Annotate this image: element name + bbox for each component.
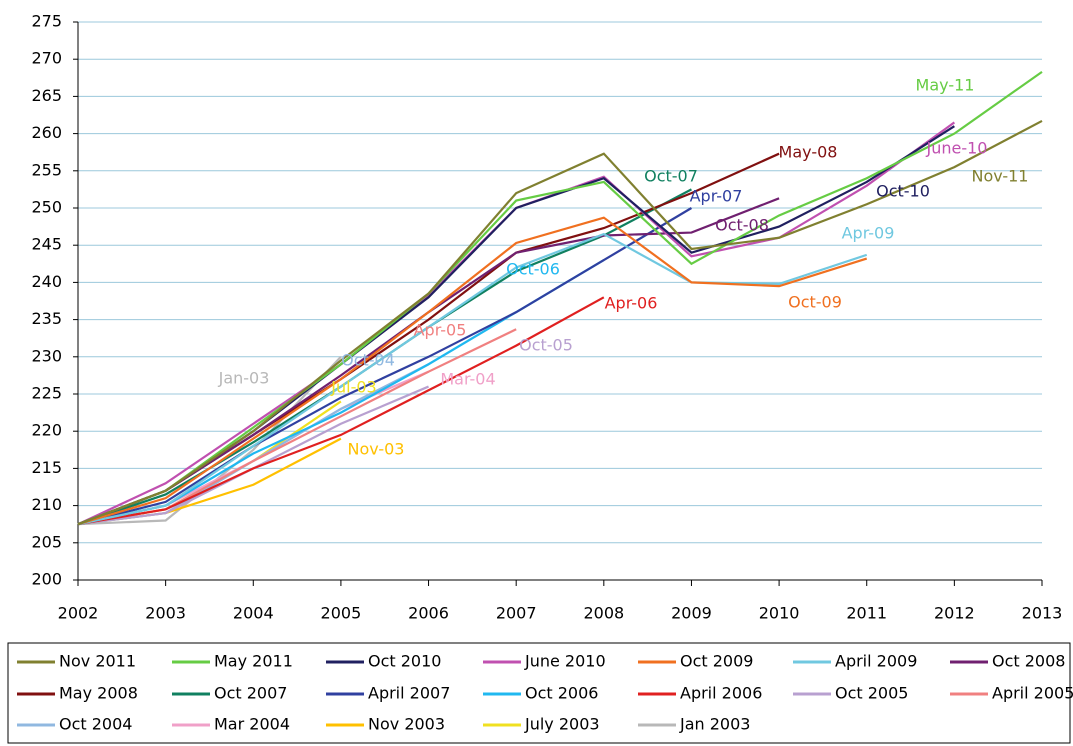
legend-label: Nov 2011 — [59, 652, 136, 671]
y-tick-label: 230 — [31, 346, 62, 365]
line-label: Apr-05 — [414, 321, 467, 340]
line-label: Apr-09 — [842, 224, 895, 243]
legend-label: Oct 2009 — [680, 652, 753, 671]
line-label: June-10 — [926, 139, 988, 158]
line-label: Jan-03 — [218, 369, 270, 388]
legend-label: July 2003 — [524, 715, 600, 734]
y-tick-label: 270 — [31, 49, 62, 68]
series-line — [77, 125, 955, 526]
line-label: Oct-09 — [788, 293, 842, 312]
series-line — [77, 70, 1043, 526]
line-label: Apr-06 — [605, 294, 658, 313]
line-label: Mar-04 — [440, 370, 495, 389]
x-tick-label: 2005 — [321, 604, 362, 623]
y-tick-label: 255 — [31, 160, 62, 179]
legend-label: Oct 2005 — [835, 684, 908, 703]
series-line — [77, 119, 1043, 526]
line-label: Oct-04 — [341, 351, 395, 370]
x-tick-label: 2010 — [759, 604, 800, 623]
line-label: May-11 — [916, 76, 975, 95]
y-tick-label: 245 — [31, 235, 62, 254]
x-tick-label: 2009 — [671, 604, 712, 623]
x-tick-label: 2007 — [496, 604, 537, 623]
legend-label: Nov 2003 — [368, 715, 445, 734]
legend-label: Jan 2003 — [679, 715, 750, 734]
series-line — [77, 216, 868, 526]
y-tick-label: 260 — [31, 123, 62, 142]
y-tick-label: 235 — [31, 309, 62, 328]
legend-label: Mar 2004 — [214, 715, 290, 734]
y-tick-label: 265 — [31, 86, 62, 105]
line-label: Oct-06 — [506, 260, 560, 279]
line-label: Oct-10 — [876, 182, 930, 201]
legend-label: May 2011 — [214, 652, 293, 671]
x-tick-label: 2012 — [934, 604, 975, 623]
series-line — [77, 232, 868, 526]
series-line — [77, 328, 517, 526]
y-tick-label: 240 — [31, 272, 62, 291]
legend-label: May 2008 — [59, 684, 138, 703]
legend-box — [7, 642, 1071, 744]
legend-label: Oct 2008 — [992, 652, 1065, 671]
legend-label: Oct 2004 — [59, 715, 132, 734]
line-label: Oct-08 — [715, 216, 769, 235]
y-tick-label: 210 — [31, 495, 62, 514]
y-tick-label: 220 — [31, 421, 62, 440]
y-tick-label: 250 — [31, 198, 62, 217]
line-label: Nov-11 — [972, 167, 1029, 186]
line-label: Oct-05 — [519, 336, 573, 355]
y-tick-label: 200 — [31, 570, 62, 589]
legend-label: April 2005 — [992, 684, 1073, 703]
x-tick-label: 2008 — [583, 604, 624, 623]
x-tick-label: 2002 — [58, 604, 99, 623]
legend-label: Oct 2010 — [368, 652, 441, 671]
series-line — [77, 207, 693, 526]
y-tick-label: 205 — [31, 532, 62, 551]
y-tick-label: 215 — [31, 458, 62, 477]
x-tick-label: 2004 — [233, 604, 274, 623]
line-label: Nov-03 — [348, 440, 405, 459]
x-tick-label: 2011 — [846, 604, 887, 623]
legend-label: April 2007 — [368, 684, 450, 703]
legend-label: Oct 2006 — [525, 684, 598, 703]
x-tick-label: 2013 — [1022, 604, 1063, 623]
legend-label: April 2006 — [680, 684, 762, 703]
line-label: Apr-07 — [690, 187, 743, 206]
legend-label: April 2009 — [835, 652, 917, 671]
legend-label: Oct 2007 — [214, 684, 287, 703]
line-label: Oct-07 — [644, 167, 698, 186]
line-label: May-08 — [779, 143, 838, 162]
legend-label: June 2010 — [524, 652, 606, 671]
line-label: Jul-03 — [330, 378, 376, 397]
series-line — [77, 296, 605, 526]
x-tick-label: 2006 — [408, 604, 449, 623]
y-tick-label: 275 — [31, 12, 62, 31]
x-tick-label: 2003 — [145, 604, 186, 623]
y-tick-label: 225 — [31, 384, 62, 403]
